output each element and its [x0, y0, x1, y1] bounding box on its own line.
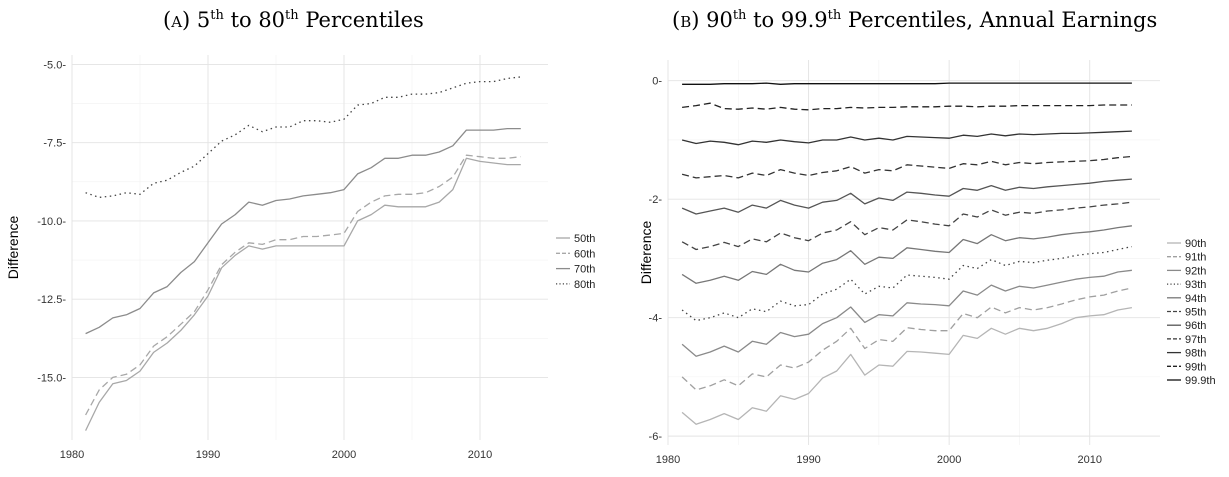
series-line-98th	[681, 130, 1132, 146]
x-tick-label: 2010	[1077, 454, 1101, 466]
x-tick-label: 1990	[196, 449, 220, 461]
x-tick-label: 2010	[468, 449, 492, 461]
legend-label: 97th	[1185, 334, 1206, 346]
x-tick-label: 2000	[332, 449, 356, 461]
legend-label: 94th	[1185, 293, 1206, 305]
series-line-92th	[681, 269, 1132, 357]
y-tick-label: -6-	[649, 431, 663, 443]
panel-a-title: (A) 5th to 80th Percentiles	[163, 8, 424, 32]
y-tick-label: -4-	[649, 313, 663, 325]
y-tick-label: -10.0-	[37, 216, 66, 228]
legend-label: 99.9th	[1185, 375, 1216, 387]
y-tick-label: -15.0-	[37, 372, 66, 384]
series-line-70th	[85, 127, 521, 335]
panel-b-title: (B) 90th to 99.9th Percentiles, Annual E…	[672, 8, 1158, 32]
x-tick-label: 1990	[796, 454, 820, 466]
legend-label: 91th	[1185, 252, 1206, 264]
y-tick-label: -7.5-	[43, 138, 66, 150]
x-tick-label: 1980	[60, 449, 84, 461]
chart-panel-a: 1980 1990 2000 2010 -5.0- -7.5- -10.0- -12.5- -1…	[5, 55, 595, 461]
legend-label: 96th	[1185, 320, 1206, 332]
x-tick-label: 2000	[937, 454, 961, 466]
legend: 50th 60th 70th 80th	[556, 233, 595, 291]
series-line-95th	[681, 201, 1132, 251]
series-line-96th	[681, 178, 1132, 215]
plot-background	[72, 55, 548, 440]
y-tick-label: -5.0-	[43, 59, 66, 71]
legend-label: 50th	[574, 233, 595, 245]
y-tick-label: -2-	[649, 194, 663, 206]
x-tick-label: 1980	[656, 454, 680, 466]
y-axis-label: Difference	[638, 221, 654, 285]
legend-label: 90th	[1185, 238, 1206, 250]
series-line-60th	[85, 154, 521, 416]
y-tick-label: -12.5-	[37, 294, 66, 306]
y-axis-label: Difference	[5, 216, 21, 280]
legend-label: 99th	[1185, 361, 1206, 373]
plot-background	[668, 60, 1160, 445]
legend-label: 95th	[1185, 307, 1206, 319]
legend-label: 80th	[574, 279, 595, 291]
y-tick-label: 0-	[652, 76, 662, 88]
series-line-99th	[682, 102, 1132, 111]
legend-label: 70th	[574, 264, 595, 276]
legend-label: 93th	[1185, 279, 1206, 291]
series-line-94th	[681, 225, 1132, 284]
legend-label: 98th	[1185, 348, 1206, 360]
series-line-90th	[681, 306, 1133, 425]
chart-panel-b: 1980 1990 2000 2010 0- -2- -4- -6- Difference 90t…	[638, 60, 1216, 466]
legend-label: 60th	[574, 248, 595, 260]
series-line-50th	[85, 157, 521, 431]
legend-label: 92th	[1185, 265, 1206, 277]
series-line-97th	[681, 155, 1132, 179]
series-line-99.9th	[682, 82, 1132, 85]
